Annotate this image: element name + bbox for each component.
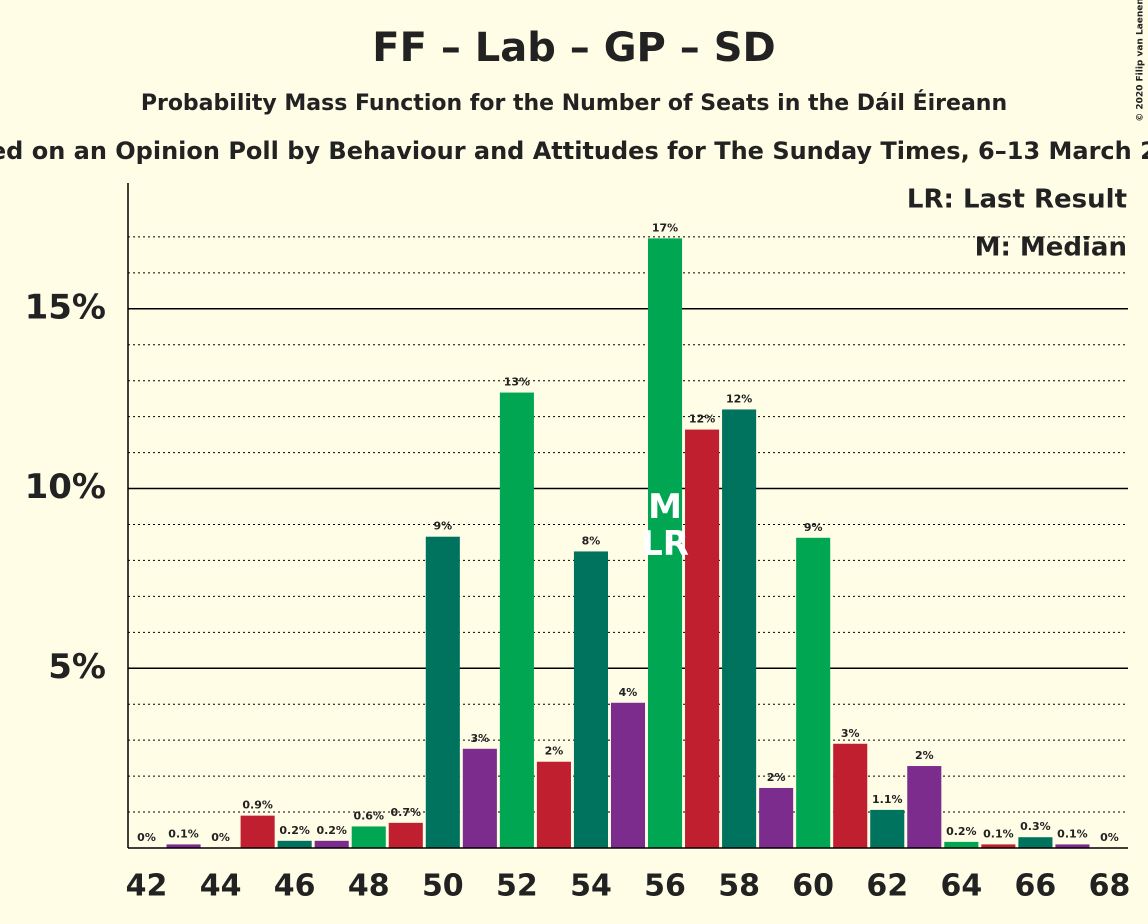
value-label: 2% <box>767 771 786 784</box>
x-tick-label: 48 <box>348 869 390 904</box>
x-tick-label: 64 <box>940 869 982 904</box>
x-tick-label: 50 <box>422 869 464 904</box>
value-label: 12% <box>689 413 715 426</box>
bar <box>1018 837 1053 848</box>
value-label: 0.2% <box>279 824 310 837</box>
last-result-marker: LR <box>641 524 689 564</box>
chart-subtitle: Probability Mass Function for the Number… <box>141 90 1007 116</box>
bar <box>685 429 720 848</box>
value-label: 0.1% <box>983 827 1014 840</box>
value-label: 2% <box>915 749 934 762</box>
bar <box>388 822 423 848</box>
bar <box>759 787 794 848</box>
value-label: 0.1% <box>1057 827 1088 840</box>
bar <box>166 844 201 848</box>
bar <box>833 743 868 848</box>
value-label: 0% <box>137 831 156 844</box>
value-label: 1.1% <box>872 793 903 806</box>
value-label: 0.7% <box>391 806 422 819</box>
bar <box>425 536 460 848</box>
value-label: 9% <box>804 521 823 534</box>
value-label: 0% <box>211 831 230 844</box>
bar <box>610 702 646 848</box>
x-tick-label: 68 <box>1089 869 1131 904</box>
value-label: 0% <box>1100 831 1119 844</box>
value-label: 12% <box>726 392 752 405</box>
y-tick-label: 5% <box>48 647 106 687</box>
legend-entry: LR: Last Result <box>907 185 1127 215</box>
bar <box>573 551 608 848</box>
value-label: 4% <box>619 686 638 699</box>
bar <box>796 537 831 848</box>
bar <box>462 748 497 848</box>
y-tick-label: 10% <box>25 467 106 507</box>
y-tick-label: 15% <box>25 287 106 327</box>
bar <box>722 409 757 848</box>
bar <box>277 840 312 848</box>
value-label: 3% <box>471 732 490 745</box>
bar <box>1055 844 1090 848</box>
value-label: 0.2% <box>316 824 347 837</box>
x-tick-label: 46 <box>274 869 316 904</box>
bar <box>240 815 275 848</box>
x-tick-label: 54 <box>570 869 612 904</box>
value-label: 0.1% <box>168 827 199 840</box>
legend-entry: M: Median <box>975 233 1127 263</box>
bar <box>536 761 571 848</box>
value-label: 3% <box>841 727 860 740</box>
x-tick-label: 42 <box>126 869 168 904</box>
value-label: 0.2% <box>946 825 977 838</box>
value-label: 9% <box>433 520 452 533</box>
bar <box>944 841 979 848</box>
x-tick-label: 44 <box>200 869 242 904</box>
value-label: 0.9% <box>242 799 273 812</box>
bar <box>907 766 942 848</box>
value-label: 0.6% <box>353 809 384 822</box>
x-tick-label: 56 <box>644 869 686 904</box>
x-tick-label: 58 <box>718 869 760 904</box>
bar <box>648 238 683 848</box>
value-label: 13% <box>504 376 530 389</box>
value-label: 17% <box>652 221 678 234</box>
copyright: © 2020 Filip van Laenen <box>1136 0 1146 122</box>
value-label: 2% <box>545 745 564 758</box>
x-tick-label: 62 <box>866 869 908 904</box>
bar <box>314 840 349 848</box>
x-tick-label: 66 <box>1015 869 1057 904</box>
bar <box>499 392 534 848</box>
bar <box>351 826 386 848</box>
value-label: 0.3% <box>1020 820 1051 833</box>
value-label: 8% <box>582 534 601 547</box>
x-tick-label: 52 <box>496 869 538 904</box>
bar <box>981 844 1016 848</box>
bar <box>870 809 905 848</box>
chart-caption: Based on an Opinion Poll by Behaviour an… <box>0 137 1148 165</box>
chart-title: FF – Lab – GP – SD <box>372 25 775 71</box>
median-marker: M <box>648 487 682 527</box>
x-tick-label: 60 <box>792 869 834 904</box>
